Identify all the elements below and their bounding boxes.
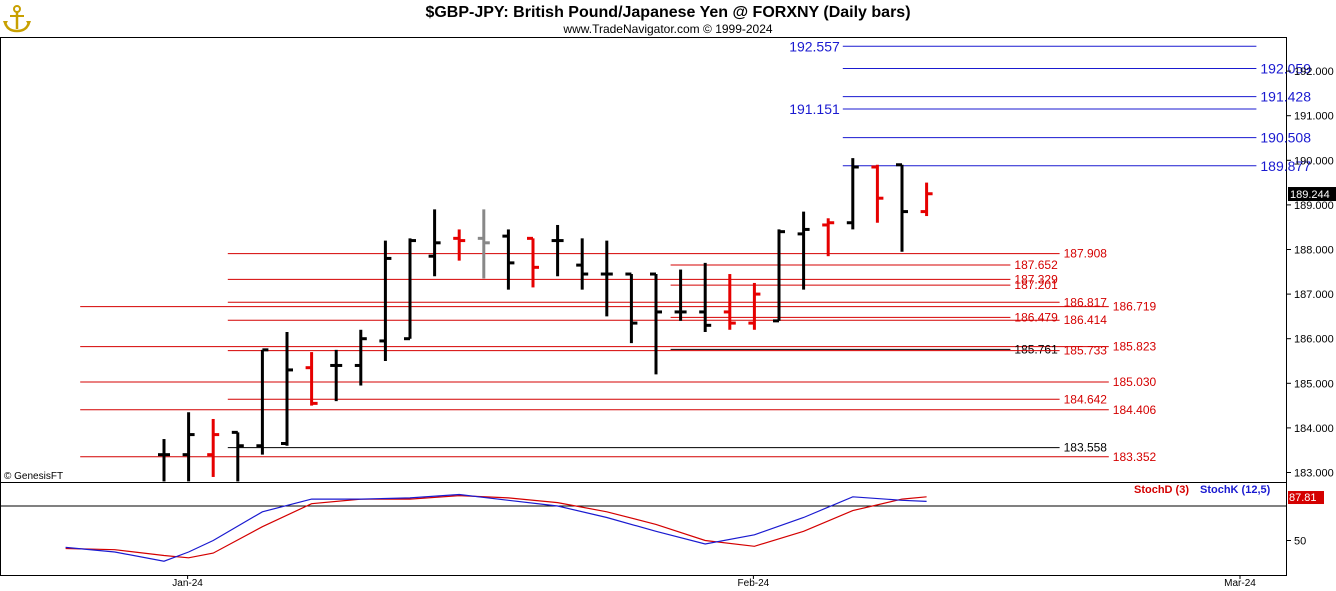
ohlc-bar: [256, 348, 269, 455]
price-tick-label: 191.000: [1294, 111, 1334, 123]
ohlc-bar: [281, 332, 293, 446]
level-label: 187.329: [1014, 272, 1058, 286]
ohlc-bar: [502, 229, 515, 290]
ohlc-bar: [846, 158, 859, 230]
price-tick-label: 185.000: [1294, 378, 1334, 390]
price-tick-label: 184.000: [1294, 423, 1334, 435]
stoch-tick-label: 50: [1294, 536, 1306, 548]
ohlc-bar: [773, 229, 785, 323]
price-axis: 183.000 184.000 185.000 186.000 187.000 188.0…: [1287, 66, 1336, 480]
logo: [3, 5, 31, 33]
ohlc-bar: [822, 218, 835, 257]
price-tick-label: 192.000: [1294, 66, 1334, 78]
anchor-logo-icon: [3, 5, 31, 33]
price-panel: [0, 37, 1287, 483]
price-tick-label: 187.000: [1294, 289, 1334, 301]
stoch-d-line: [65, 494, 927, 559]
level-label: 191.428: [1260, 89, 1311, 105]
price-tick-label: 183.000: [1294, 468, 1334, 480]
stoch-value-tag: [1288, 491, 1324, 505]
ohlc-bar: [453, 229, 466, 261]
date-axis: Jan-24 Feb-24 Mar-24: [0, 575, 1287, 589]
price-tick-label: 190.000: [1294, 155, 1334, 167]
level-label: 192.557: [789, 38, 840, 54]
ohlc-bar: [871, 164, 884, 223]
level-label: 185.761: [1014, 342, 1058, 356]
legend-stoch-d: StochD (3): [1134, 484, 1189, 496]
last-price-tag: [1288, 187, 1336, 202]
ohlc-bar: [379, 240, 392, 361]
ohlc-bar: [625, 272, 638, 344]
ohlc-bar: [600, 240, 613, 317]
level-label: 184.406: [1113, 403, 1157, 417]
ohlc-bar: [305, 352, 318, 406]
ohlc-bar: [797, 211, 810, 290]
date-tick-label: Feb-24: [738, 578, 770, 589]
level-label: 184.642: [1064, 392, 1108, 406]
level-label: 186.479: [1014, 310, 1058, 324]
stochastic-lines: [1, 493, 1286, 562]
ohlc-bar: [674, 269, 687, 321]
level-label: 187.908: [1064, 247, 1108, 261]
watermark: © GenesisFT: [4, 471, 63, 482]
ohlc-bar: [354, 329, 367, 386]
ohlc-bar: [527, 236, 539, 288]
level-label: 192.059: [1260, 60, 1311, 76]
price-levels: 192.557 192.059 191.428 191.151 190.508 189.8…: [80, 38, 1311, 464]
ohlc-bar: [404, 238, 416, 341]
price-tick-label: 186.000: [1294, 334, 1334, 346]
price-bars: [158, 158, 933, 482]
date-tick-label: Jan-24: [172, 578, 203, 589]
level-label: 185.823: [1113, 340, 1157, 354]
ohlc-bar: [723, 274, 736, 330]
level-label: 185.733: [1064, 344, 1108, 358]
level-label: 183.558: [1064, 441, 1108, 455]
level-label: 189.877: [1260, 158, 1311, 174]
level-label: 187.201: [1014, 278, 1058, 292]
ohlc-bar: [477, 209, 490, 279]
ohlc-bar: [576, 238, 589, 290]
date-tick-label: Mar-24: [1224, 578, 1256, 589]
ohlc-bar: [330, 349, 343, 402]
ohlc-bar: [428, 209, 441, 277]
legend-stoch-k: StochK (12,5): [1200, 484, 1271, 496]
stochastic-axis: 50 87.81: [1287, 491, 1324, 548]
ohlc-bar: [699, 262, 712, 333]
ohlc-bar: [551, 224, 564, 277]
level-label: 183.352: [1113, 450, 1157, 464]
price-tick-label: 188.000: [1294, 245, 1334, 257]
stoch-k-line: [65, 493, 927, 562]
stochastic-panel: [0, 482, 1287, 576]
chart-title: $GBP-JPY: British Pound/Japanese Yen @ F…: [425, 4, 910, 21]
ohlc-bar: [182, 412, 195, 482]
stoch-value-label: 87.81: [1289, 492, 1317, 504]
ohlc-bar: [896, 163, 908, 252]
level-label: 191.151: [789, 101, 840, 117]
ohlc-bar: [650, 272, 662, 375]
ohlc-bar: [158, 439, 170, 482]
ohlc-bar: [231, 430, 244, 482]
ohlc-bar: [920, 182, 933, 217]
level-label: 186.817: [1064, 295, 1108, 309]
last-price-label: 189.244: [1290, 189, 1330, 201]
ohlc-bar: [207, 418, 220, 477]
level-label: 186.414: [1064, 313, 1108, 327]
ohlc-bar: [748, 282, 761, 330]
price-tick-label: 189.000: [1294, 200, 1334, 212]
level-label: 190.508: [1260, 130, 1311, 146]
chart-subtitle: www.TradeNavigator.com © 1999-2024: [562, 22, 772, 36]
level-label: 186.719: [1113, 300, 1157, 314]
level-label: 185.030: [1113, 375, 1157, 389]
level-label: 187.652: [1014, 258, 1058, 272]
